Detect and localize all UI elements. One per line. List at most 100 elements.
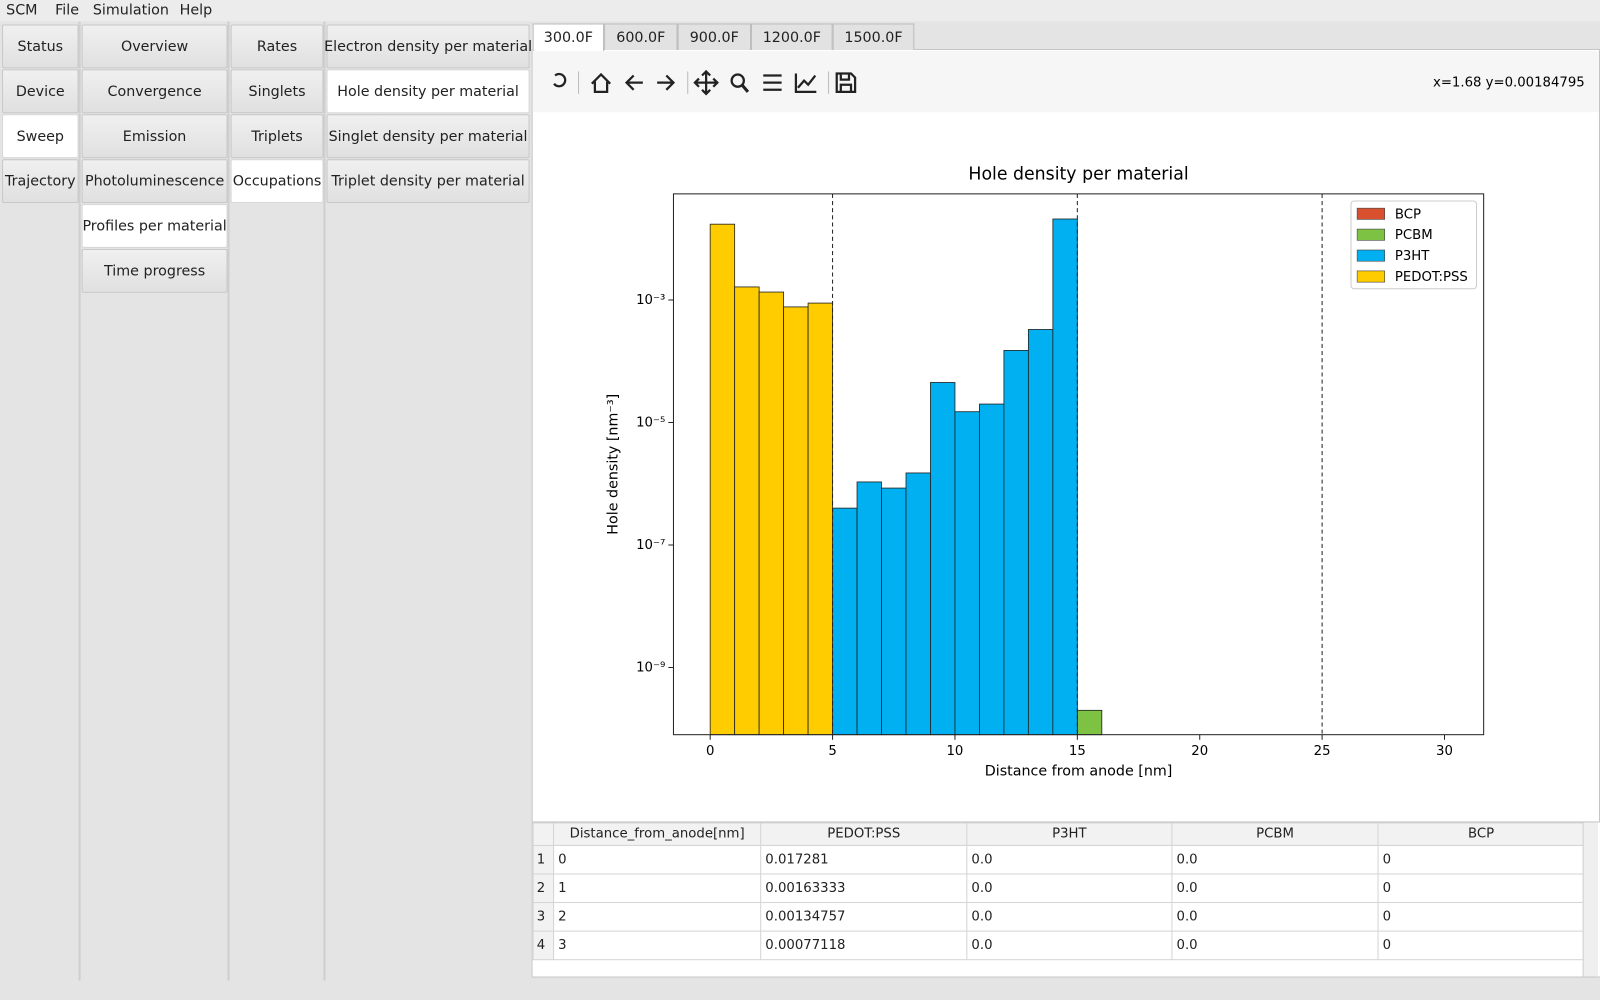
legend-swatch — [1357, 250, 1385, 261]
bar — [1004, 350, 1028, 734]
x-tick-label: 0 — [706, 744, 714, 759]
table-cell[interactable]: 0 — [1378, 874, 1584, 903]
table-cell[interactable]: 0.0 — [967, 874, 1172, 903]
table-cell[interactable]: 0 — [1378, 931, 1584, 960]
separator — [79, 21, 81, 980]
bar — [710, 224, 734, 735]
legend-swatch — [1357, 271, 1385, 282]
nav-button[interactable]: Triplet density per material — [327, 159, 530, 203]
nav-button[interactable]: Sweep — [2, 114, 79, 158]
nav-button[interactable]: Singlet density per material — [327, 114, 530, 158]
configure-icon[interactable] — [763, 76, 781, 90]
table-cell[interactable]: 3 — [554, 931, 761, 960]
table-cell[interactable]: 0.00134757 — [761, 903, 967, 932]
table-cell[interactable]: 0.00077118 — [761, 931, 967, 960]
toolbar-icons: x=1.68 y=0.00184795 — [533, 51, 1599, 112]
bar — [735, 287, 759, 735]
table-row: 430.000771180.00.00 — [533, 931, 1584, 960]
axes-icon[interactable] — [796, 73, 816, 91]
temperature-tab[interactable]: 1500.0F — [833, 23, 915, 50]
column-header[interactable]: PEDOT:PSS — [761, 823, 967, 845]
pan-icon[interactable] — [695, 71, 717, 93]
bar — [906, 473, 930, 735]
y-tick-label: 10⁻⁷ — [636, 538, 665, 553]
nav-button[interactable]: Occupations — [231, 159, 324, 203]
table-row: 320.001347570.00.00 — [533, 903, 1584, 932]
legend-label: BCP — [1395, 207, 1421, 222]
nav-button[interactable]: Status — [2, 24, 79, 68]
table-cell[interactable]: 0 — [1378, 845, 1584, 874]
table-cell[interactable]: 1 — [554, 874, 761, 903]
table-cell[interactable]: 0.0 — [1172, 903, 1378, 932]
nav-button[interactable]: Emission — [82, 114, 228, 158]
bar — [955, 412, 979, 735]
bar — [1028, 329, 1052, 734]
temperature-tab[interactable]: 300.0F — [533, 23, 604, 51]
nav-button[interactable]: Overview — [82, 24, 228, 68]
data-table: Distance_from_anode[nm]PEDOT:PSSP3HTPCBM… — [533, 822, 1585, 960]
back-icon[interactable] — [627, 76, 643, 90]
nav-button[interactable]: Device — [2, 69, 79, 113]
nav-button[interactable]: Photoluminescence — [82, 159, 228, 203]
nav-button[interactable]: Hole density per material — [327, 69, 530, 113]
table-cell[interactable]: 0.0 — [1172, 931, 1378, 960]
table-cell[interactable]: 0.0 — [967, 845, 1172, 874]
x-tick-label: 20 — [1191, 744, 1208, 759]
forward-icon[interactable] — [657, 76, 673, 90]
bar — [808, 303, 832, 735]
column-header[interactable]: Distance_from_anode[nm] — [554, 823, 761, 845]
x-tick-label: 10 — [947, 744, 964, 759]
nav-button[interactable]: Time progress — [82, 249, 228, 293]
table-cell[interactable]: 0.0 — [967, 903, 1172, 932]
nav-button[interactable]: Profiles per material — [82, 204, 228, 248]
temperature-tab[interactable]: 600.0F — [604, 23, 677, 50]
bar — [882, 488, 906, 735]
chart: Hole density per materialDistance from a… — [532, 112, 1600, 816]
bar — [833, 508, 857, 735]
y-tick-label: 10⁻³ — [636, 293, 665, 308]
menu-item[interactable]: File — [55, 2, 79, 18]
toolbar: x=1.68 y=0.00184795 — [533, 51, 1599, 112]
bar — [930, 382, 954, 734]
table-cell[interactable]: 2 — [554, 903, 761, 932]
x-tick-label: 5 — [828, 744, 836, 759]
cursor-readout: x=1.68 y=0.00184795 — [1433, 76, 1585, 91]
table-row: 100.0172810.00.00 — [533, 845, 1584, 874]
column-header[interactable]: BCP — [1378, 823, 1584, 845]
nav-button[interactable]: Convergence — [82, 69, 228, 113]
home-icon[interactable] — [592, 74, 610, 91]
legend-swatch — [1357, 229, 1385, 240]
x-tick-label: 15 — [1069, 744, 1086, 759]
save-icon[interactable] — [837, 73, 855, 91]
table-cell[interactable]: 0.0 — [1172, 874, 1378, 903]
zoom-icon-handle — [742, 85, 748, 92]
temperature-tab[interactable]: 900.0F — [678, 23, 751, 50]
column-header[interactable]: P3HT — [967, 823, 1172, 845]
data-table-panel: Distance_from_anode[nm]PEDOT:PSSP3HTPCBM… — [533, 821, 1600, 976]
column-header[interactable]: PCBM — [1172, 823, 1378, 845]
row-number: 2 — [533, 874, 553, 903]
refresh-icon[interactable] — [554, 74, 565, 86]
table-cell[interactable]: 0.00163333 — [761, 874, 967, 903]
table-cell[interactable]: 0.0 — [1172, 845, 1378, 874]
nav-button[interactable]: Singlets — [231, 69, 324, 113]
table-cell[interactable]: 0.0 — [967, 931, 1172, 960]
nav-button[interactable]: Trajectory — [2, 159, 79, 203]
menu-item[interactable]: Simulation — [93, 2, 169, 18]
row-number: 4 — [533, 931, 553, 960]
bar — [784, 307, 808, 735]
temperature-tab[interactable]: 1200.0F — [751, 23, 833, 50]
nav-button[interactable]: Electron density per material — [327, 24, 530, 68]
nav-button[interactable]: Rates — [231, 24, 324, 68]
menu-item[interactable]: Help — [180, 2, 213, 18]
table-cell[interactable]: 0 — [1378, 903, 1584, 932]
row-number: 1 — [533, 845, 553, 874]
legend-swatch — [1357, 208, 1385, 219]
menu-item[interactable]: SCM — [6, 2, 37, 18]
scrollbar[interactable] — [1583, 822, 1598, 976]
separator — [228, 21, 230, 980]
table-cell[interactable]: 0 — [554, 845, 761, 874]
table-cell[interactable]: 0.017281 — [761, 845, 967, 874]
nav-button[interactable]: Triplets — [231, 114, 324, 158]
